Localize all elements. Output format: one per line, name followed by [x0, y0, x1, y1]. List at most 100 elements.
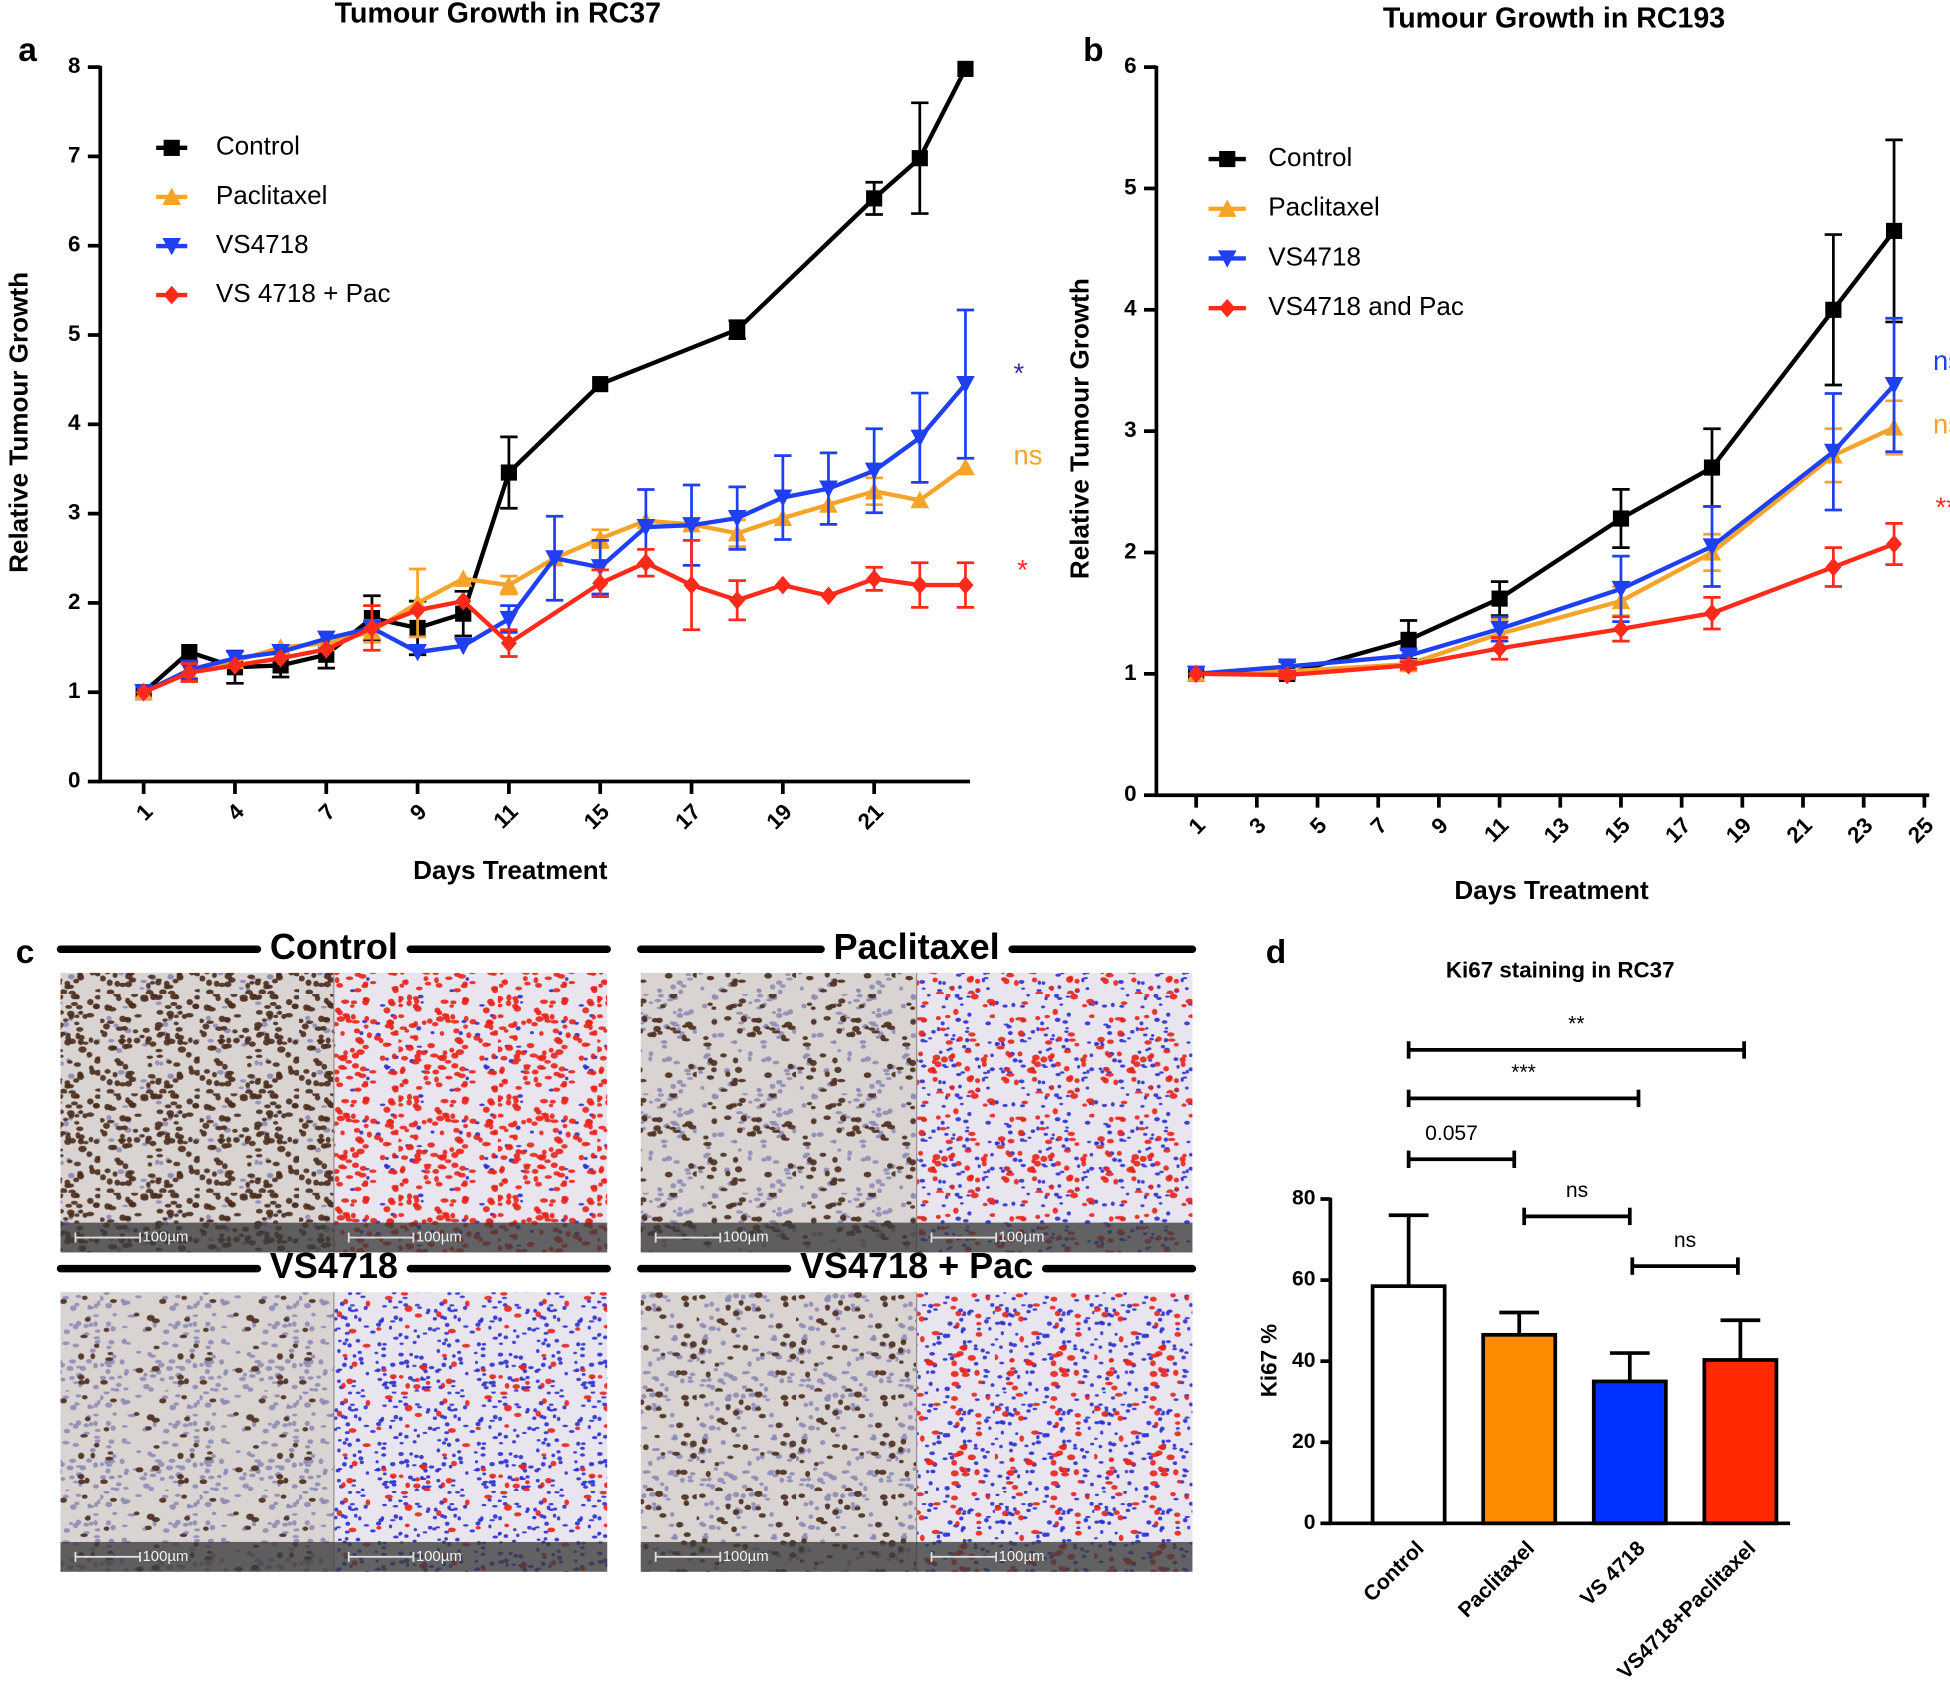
scale-bar-label: 100µm: [143, 1549, 189, 1565]
micrograph-stain: [60, 1292, 334, 1572]
x-tick-label: Paclitaxel: [1454, 1537, 1539, 1622]
y-tick-label: 40: [1292, 1349, 1315, 1372]
legend-label: VS4718: [216, 229, 309, 259]
series-line: [142, 560, 966, 695]
y-tick-label: 0: [1304, 1511, 1316, 1534]
x-tick-label: 11: [1479, 813, 1513, 847]
x-tick-label: VS 4718: [1576, 1537, 1650, 1611]
error-bar: [1499, 1310, 1540, 1335]
marker: [1825, 301, 1842, 318]
marker: [499, 610, 519, 629]
x-tick-label: 9: [405, 799, 431, 825]
significance-bracket: [1630, 1257, 1740, 1275]
y-tick-label: 4: [1124, 296, 1137, 321]
legend-marker: [1217, 250, 1237, 268]
marker: [1491, 590, 1508, 607]
marker: [957, 575, 974, 595]
y-tick-label: 20: [1292, 1430, 1315, 1453]
x-tick-label: 19: [761, 799, 796, 834]
significance-bracket: [1406, 1041, 1746, 1059]
marker: [864, 462, 884, 481]
y-tick-label: 60: [1292, 1268, 1315, 1291]
marker: [682, 517, 701, 535]
marker: [272, 648, 289, 668]
y-tick-label: 5: [1124, 174, 1136, 199]
marker: [956, 457, 975, 476]
marker: [318, 640, 335, 659]
micrograph-stain: [640, 1292, 917, 1572]
x-tick-label: 1: [1184, 813, 1210, 839]
panel-label: c: [16, 934, 35, 971]
marker: [1824, 443, 1843, 462]
marker: [500, 464, 517, 481]
marker: [636, 518, 656, 537]
micrograph-title: Paclitaxel: [834, 926, 1000, 967]
x-axis-label: Days Treatment: [413, 855, 608, 885]
y-tick-label: 1: [68, 678, 80, 703]
legend-label: Paclitaxel: [216, 180, 328, 210]
x-tick-label: 11: [488, 799, 522, 833]
x-tick-label: 17: [670, 799, 705, 834]
marker: [455, 605, 472, 622]
y-tick-label: 1: [1124, 660, 1136, 685]
panel-label: b: [1083, 32, 1103, 69]
marker: [1612, 510, 1630, 527]
marker: [590, 559, 610, 577]
marker: [1702, 538, 1722, 556]
marker: [1825, 557, 1842, 577]
legend-label: Control: [216, 131, 300, 161]
scale-strip: [60, 1541, 608, 1572]
panel-label: a: [18, 32, 37, 69]
marker: [1885, 222, 1903, 239]
y-tick-label: 3: [1124, 417, 1136, 442]
significance-label: 0.057: [1425, 1122, 1478, 1145]
scale-strip: [60, 1222, 608, 1253]
chart-title: Ki67 staining in RC37: [1446, 958, 1675, 983]
marker: [590, 529, 610, 547]
x-tick-label: 5: [1305, 813, 1331, 839]
marker: [500, 633, 517, 653]
x-tick-label: 23: [1842, 813, 1877, 848]
y-tick-label: 0: [1124, 781, 1136, 806]
series-line: [1196, 541, 1895, 678]
micrograph-overlay: [333, 972, 608, 1253]
bar: [1370, 1284, 1447, 1526]
marker: [226, 656, 244, 675]
y-tick-label: 6: [1124, 53, 1136, 78]
legend-marker: [1219, 298, 1236, 318]
marker: [453, 569, 473, 587]
micrograph-stain: [60, 972, 334, 1253]
marker: [1703, 603, 1721, 623]
y-tick-label: 2: [68, 589, 80, 614]
marker: [727, 510, 747, 528]
x-axis-label: Days Treatment: [1454, 875, 1649, 905]
legend-marker: [162, 237, 182, 256]
marker: [774, 575, 791, 595]
bar: [1481, 1332, 1558, 1526]
marker: [957, 60, 974, 77]
significance-bracket: [1406, 1150, 1517, 1168]
marker: [1188, 664, 1205, 684]
chart-title: Tumour Growth in RC193: [1383, 2, 1725, 34]
error-bar: [1720, 1318, 1761, 1360]
legend-marker: [163, 285, 180, 305]
marker: [1703, 459, 1721, 476]
marker: [135, 682, 152, 702]
series-line: [1196, 425, 1895, 677]
marker: [683, 575, 700, 595]
error-bar: [1609, 1351, 1650, 1382]
marker: [1884, 376, 1904, 395]
marker: [911, 575, 928, 595]
x-tick-label: 1: [131, 799, 157, 825]
y-tick-label: 0: [68, 767, 80, 792]
marker: [1611, 580, 1631, 599]
marker: [773, 489, 793, 507]
micrograph-title: VS4718 + Pac: [800, 1245, 1033, 1286]
chart-title: Tumour Growth in RC37: [335, 0, 661, 29]
marker: [1490, 620, 1509, 639]
scale-bar-label: 100µm: [999, 1229, 1045, 1245]
micrograph-stain: [640, 972, 917, 1253]
annotation: ns: [1933, 345, 1950, 376]
legend-marker: [1217, 199, 1237, 217]
marker: [1400, 656, 1417, 675]
